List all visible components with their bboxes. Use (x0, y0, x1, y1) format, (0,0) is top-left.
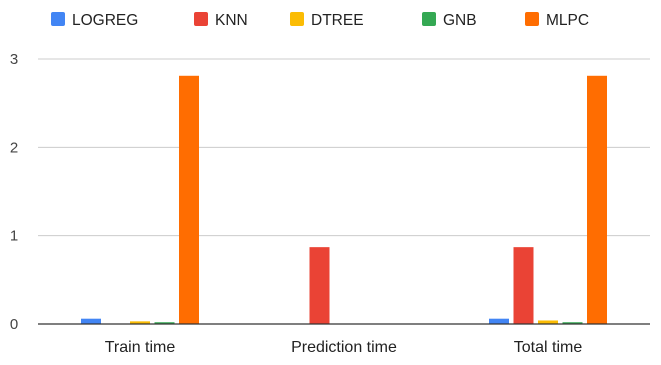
y-tick-label: 2 (10, 139, 18, 156)
bar-dtree-train-time (130, 321, 150, 324)
legend-item-knn[interactable]: KNN (194, 12, 248, 29)
axes: 0 1 2 3 Train time Prediction time Total time (10, 51, 650, 356)
bar-knn-prediction-time (309, 247, 330, 324)
bar-gnb-train-time (154, 322, 175, 324)
legend-swatch (525, 12, 539, 26)
legend-label: GNB (443, 12, 477, 29)
legend-swatch (51, 12, 65, 26)
legend-swatch (422, 12, 436, 26)
legend-label: LOGREG (72, 12, 138, 29)
legend-label: DTREE (311, 12, 364, 29)
y-tick-label: 0 (10, 316, 18, 333)
x-category-label: Prediction time (291, 339, 397, 356)
legend-swatch (194, 12, 208, 26)
y-tick-label: 3 (10, 51, 18, 68)
bar-mlpc-total-time (587, 75, 607, 325)
legend-label: KNN (215, 12, 248, 29)
bar-gnb-total-time (562, 322, 583, 324)
bar-logreg-total-time (489, 318, 509, 324)
legend: LOGREG KNN DTREE GNB MLPC (51, 12, 589, 29)
x-category-label: Train time (105, 339, 176, 356)
bar-dtree-total-time (538, 320, 558, 324)
bars (81, 75, 607, 325)
legend-item-gnb[interactable]: GNB (422, 12, 477, 29)
legend-swatch (290, 12, 304, 26)
legend-label: MLPC (546, 12, 589, 29)
y-tick-label: 1 (10, 228, 18, 245)
bar-logreg-train-time (81, 318, 101, 324)
legend-item-dtree[interactable]: DTREE (290, 12, 364, 29)
legend-item-logreg[interactable]: LOGREG (51, 12, 138, 29)
legend-item-mlpc[interactable]: MLPC (525, 12, 589, 29)
bar-knn-total-time (513, 247, 534, 324)
bar-mlpc-train-time (179, 75, 199, 325)
grid-lines (38, 58, 650, 237)
x-category-label: Total time (514, 339, 583, 356)
